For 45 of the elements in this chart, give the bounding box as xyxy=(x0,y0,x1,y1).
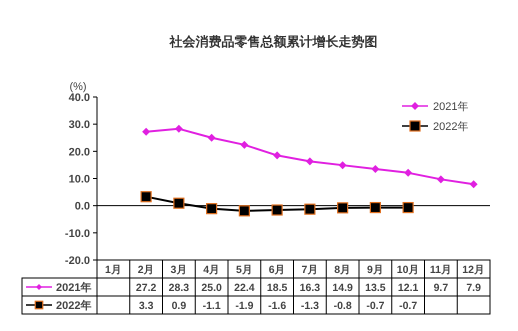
data-label: 22.4 xyxy=(234,282,255,294)
data-label: -0.8 xyxy=(334,300,352,312)
text: 2021年 xyxy=(56,282,92,294)
x-tick-label: 11月 xyxy=(430,264,452,276)
data-label: 25.0 xyxy=(201,282,222,294)
data-label: -1.3 xyxy=(300,300,320,312)
data-label: 9.7 xyxy=(434,282,448,294)
y-tick-label: 0.0 xyxy=(74,200,90,213)
y-tick-label: 10.0 xyxy=(68,174,90,186)
data-label: -0.7 xyxy=(366,300,385,312)
legend-label: 2021年 xyxy=(433,101,468,113)
x-tick-label: 1月 xyxy=(104,264,122,276)
data-label: -1.6 xyxy=(268,300,286,312)
data-label: -1.9 xyxy=(235,300,254,312)
legend-label: 2022年 xyxy=(433,121,468,133)
x-tick-label: 5月 xyxy=(236,264,253,276)
data-label: 13.5 xyxy=(365,282,386,294)
y-tick-label: 40.0 xyxy=(68,92,90,104)
y-tick-label: 20.0 xyxy=(68,146,90,158)
x-tick-label: 8月 xyxy=(334,264,352,276)
x-tick-label: 12月 xyxy=(462,264,485,276)
data-label: 12.1 xyxy=(398,282,419,294)
x-tick-label: 3月 xyxy=(170,264,188,276)
x-tick-label: 2月 xyxy=(138,264,155,276)
y-tick-label: -20.0 xyxy=(64,255,90,267)
text: 2022年 xyxy=(56,300,92,312)
x-tick-label: 4月 xyxy=(203,264,220,276)
y-tick-label: -10.0 xyxy=(64,228,90,240)
y-axis-title: (%) xyxy=(69,81,87,93)
x-tick-label: 9月 xyxy=(366,264,384,276)
data-label: 0.9 xyxy=(172,300,186,312)
x-tick-label: 7月 xyxy=(301,264,318,276)
y-tick-label: 30.0 xyxy=(68,119,90,132)
chart-title: 社会消费品零售总额累计增长走势图 xyxy=(168,34,378,49)
data-label: 18.5 xyxy=(266,282,288,294)
data-label: 27.2 xyxy=(136,282,157,294)
data-label: -1.1 xyxy=(202,300,221,312)
data-label: -0.7 xyxy=(399,300,418,312)
data-label: 7.9 xyxy=(466,282,482,294)
x-tick-label: 6月 xyxy=(268,264,286,276)
x-tick-label: 10月 xyxy=(396,264,420,276)
data-label: 16.3 xyxy=(300,282,320,294)
data-label: 14.9 xyxy=(332,282,354,294)
data-label: 28.3 xyxy=(168,282,190,294)
data-label: 3.3 xyxy=(138,300,154,312)
